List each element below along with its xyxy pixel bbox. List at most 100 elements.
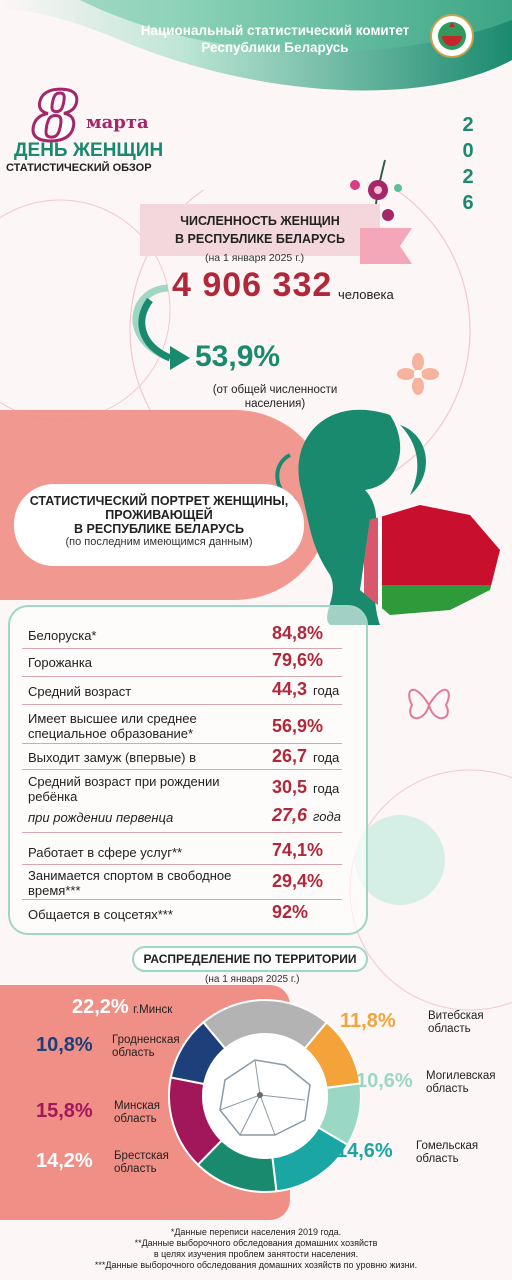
stat-number: 79,6%	[272, 650, 324, 670]
region-name: Гомельская область	[416, 1140, 479, 1165]
portrait-heading-line1: СТАТИСТИЧЕСКИЙ ПОРТРЕТ ЖЕНЩИНЫ,	[29, 494, 289, 508]
stat-value-sport: 29,4%	[272, 871, 323, 892]
population-share: 53,9%	[195, 340, 281, 373]
footnotes: *Данные переписи населения 2019 года. **…	[0, 1227, 512, 1271]
region-vitebsk: 11,8% Витебская область	[340, 1010, 510, 1036]
population-count-unit: человека	[338, 287, 394, 302]
stat-number: 27,6	[272, 805, 308, 825]
divider	[22, 769, 342, 770]
blossom-icon	[397, 353, 439, 395]
page-subtitle: СТАТИСТИЧЕСКИЙ ОБЗОР	[6, 162, 152, 174]
region-pct: 15,8%	[36, 1100, 93, 1122]
population-count: 4 906 332	[172, 266, 333, 304]
stat-number: 84,8%	[272, 623, 324, 643]
stat-number: 56,9%	[272, 716, 324, 736]
stat-unit: года	[313, 750, 340, 765]
region-pct: 14,2%	[36, 1150, 93, 1172]
portrait-stats-card	[8, 605, 368, 935]
date-number: 8	[30, 77, 80, 157]
ribbon-tail	[360, 228, 412, 264]
butterfly-icon	[408, 689, 450, 720]
stat-number: 92%	[272, 902, 309, 922]
stat-value-birth-age: 30,5 года	[272, 777, 339, 798]
region-brest: 14,2% Брестская область	[36, 1150, 186, 1176]
header-band	[0, 0, 512, 91]
stat-label-birth-age: Средний возраст при рождении ребёнка	[28, 774, 220, 804]
stat-label-first-birth-age: при рождении первенца	[28, 810, 174, 825]
footnote-2b: в целях изучения проблем занятости насел…	[153, 1249, 359, 1259]
emblem-icon	[430, 14, 474, 58]
curved-arrow-icon	[132, 284, 190, 370]
stat-number: 29,4%	[272, 871, 324, 891]
territory-as-of: (на 1 января 2025 г.)	[205, 974, 300, 985]
population-as-of: (на 1 января 2025 г.)	[205, 252, 305, 264]
divider	[22, 648, 342, 649]
portrait-note: (по последним имеющимся данным)	[65, 536, 253, 548]
footnote-1: *Данные переписи населения 2019 года.	[170, 1227, 342, 1237]
stat-number: 74,1%	[272, 840, 324, 860]
region-name: Минская область	[114, 1100, 161, 1125]
region-name: г.Минск	[133, 1004, 173, 1016]
organization-name: Национальный статистический комитет Респ…	[130, 22, 420, 56]
stat-label-education: Имеет высшее или среднее специальное обр…	[28, 711, 197, 741]
stat-value-marriage: 26,7 года	[272, 746, 339, 767]
stat-number: 26,7	[272, 746, 308, 766]
region-minsk-oblast: 15,8% Минская область	[36, 1100, 186, 1126]
region-pct: 10,8%	[36, 1034, 93, 1056]
population-share-note: (от общей численности населения)	[212, 384, 338, 410]
divider	[22, 743, 342, 744]
page-title: ДЕНЬ ЖЕНЩИН	[14, 140, 164, 161]
stat-label-urban: Горожанка	[28, 655, 93, 670]
footnote-2: **Данные выборочного обследования домашн…	[134, 1238, 378, 1248]
stat-label-average-age: Средний возраст	[28, 684, 132, 699]
belarus-flag-map	[360, 505, 500, 615]
region-mogilev: 10,6% Могилевская область	[356, 1070, 512, 1096]
stat-number: 30,5	[272, 777, 308, 797]
portrait-heading-line3: В РЕСПУБЛИКЕ БЕЛАРУСЬ	[74, 522, 244, 536]
region-pct: 10,6%	[356, 1070, 413, 1092]
stat-value-belarusian: 84,8%	[272, 623, 323, 644]
stat-value-education: 56,9%	[272, 716, 323, 737]
stat-label-social: Общается в соцсетях***	[28, 907, 173, 922]
decorative-lines	[0, 190, 512, 1011]
region-name: Могилевская область	[426, 1070, 496, 1095]
stat-unit: года	[313, 781, 340, 796]
population-heading-line1: ЧИСЛЕННОСТЬ ЖЕНЩИН	[180, 214, 340, 228]
stat-label-services: Работает в сфере услуг**	[28, 845, 183, 860]
region-gomel: 14,6% Гомельская область	[336, 1140, 512, 1166]
regions-map-icon	[219, 1059, 311, 1136]
stat-value-social: 92%	[272, 902, 308, 923]
portrait-heading-line2: ПРОЖИВАЮЩЕЙ	[105, 508, 213, 522]
date-month: марта	[86, 112, 149, 133]
region-pct: 22,2%	[72, 996, 129, 1018]
region-name: Гродненская область	[112, 1034, 180, 1059]
divider	[22, 832, 342, 833]
org-line1: Национальный статистический комитет	[140, 23, 410, 38]
stat-number: 44,3	[272, 679, 308, 699]
year-label: 2026	[462, 114, 474, 214]
footnote-3: ***Данные выборочного обследования домаш…	[94, 1260, 418, 1270]
region-minsk-city: 22,2% г.Минск	[72, 996, 172, 1019]
stat-value-average-age: 44,3 года	[272, 679, 339, 700]
divider	[22, 676, 342, 677]
stat-value-urban: 79,6%	[272, 650, 323, 671]
region-name: Брестская область	[114, 1150, 169, 1175]
stat-unit: года	[313, 809, 341, 824]
region-pct: 11,8%	[340, 1010, 396, 1032]
divider	[22, 864, 342, 865]
region-grodno: 10,8% Гродненская область	[36, 1034, 206, 1060]
population-heading: ЧИСЛЕННОСТЬ ЖЕНЩИН В РЕСПУБЛИКЕ БЕЛАРУСЬ	[140, 204, 380, 256]
org-line2: Республики Беларусь	[201, 40, 349, 55]
divider	[22, 899, 342, 900]
region-name: Витебская область	[428, 1010, 484, 1035]
portrait-heading: СТАТИСТИЧЕСКИЙ ПОРТРЕТ ЖЕНЩИНЫ, ПРОЖИВАЮ…	[14, 484, 304, 566]
divider	[22, 704, 342, 705]
stat-value-services: 74,1%	[272, 840, 323, 861]
stat-value-first-birth-age: 27,6 года	[272, 805, 341, 826]
stat-unit: года	[313, 683, 340, 698]
stat-label-belarusian: Белоруска*	[28, 628, 97, 643]
population-heading-line2: В РЕСПУБЛИКЕ БЕЛАРУСЬ	[175, 232, 345, 246]
stat-label-marriage: Выходит замуж (впервые) в	[28, 750, 197, 765]
region-pct: 14,6%	[336, 1140, 393, 1162]
territory-heading: РАСПРЕДЕЛЕНИЕ ПО ТЕРРИТОРИИ	[132, 946, 368, 972]
